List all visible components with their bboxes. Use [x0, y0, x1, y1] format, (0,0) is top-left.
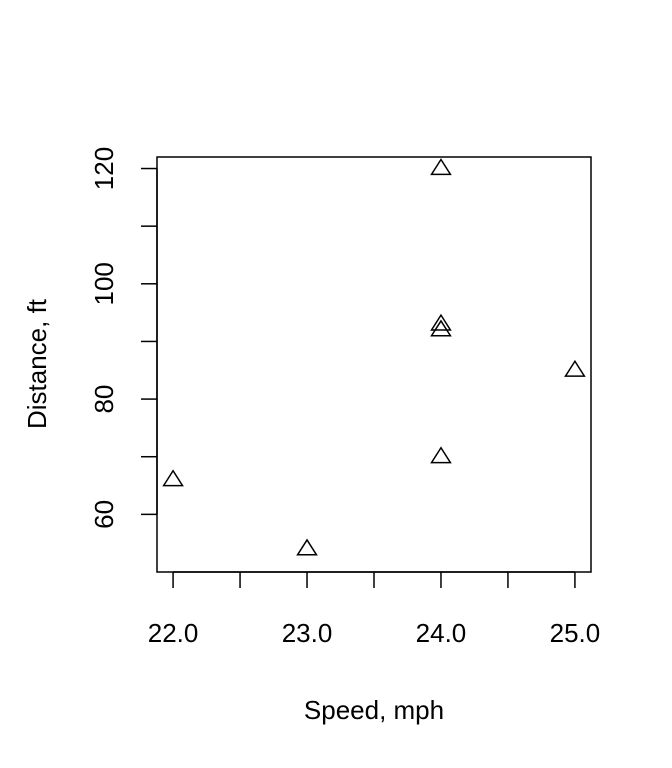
data-points [162, 158, 586, 556]
y-tick-label: 120 [89, 147, 119, 190]
x-tick-label: 22.0 [148, 618, 199, 648]
data-point-triangle [430, 158, 452, 176]
data-point-triangle [430, 319, 452, 337]
y-axis: 60 80 100 120 [89, 147, 158, 529]
x-tick-label: 23.0 [282, 618, 333, 648]
data-point-triangle [564, 359, 586, 377]
x-tick-label: 25.0 [550, 618, 601, 648]
y-tick-label: 60 [89, 500, 119, 529]
data-point-triangle [430, 313, 452, 331]
x-tick-label: 24.0 [416, 618, 467, 648]
plot-frame [156, 156, 592, 573]
data-point-triangle [162, 469, 184, 487]
y-axis-label: Distance, ft [22, 298, 52, 429]
data-point-triangle [296, 538, 318, 556]
x-axis-label: Speed, mph [304, 695, 444, 725]
y-tick-label: 80 [89, 385, 119, 414]
x-axis: 22.0 23.0 24.0 25.0 [148, 571, 601, 648]
y-tick-label: 100 [89, 262, 119, 305]
data-point-triangle [430, 446, 452, 464]
